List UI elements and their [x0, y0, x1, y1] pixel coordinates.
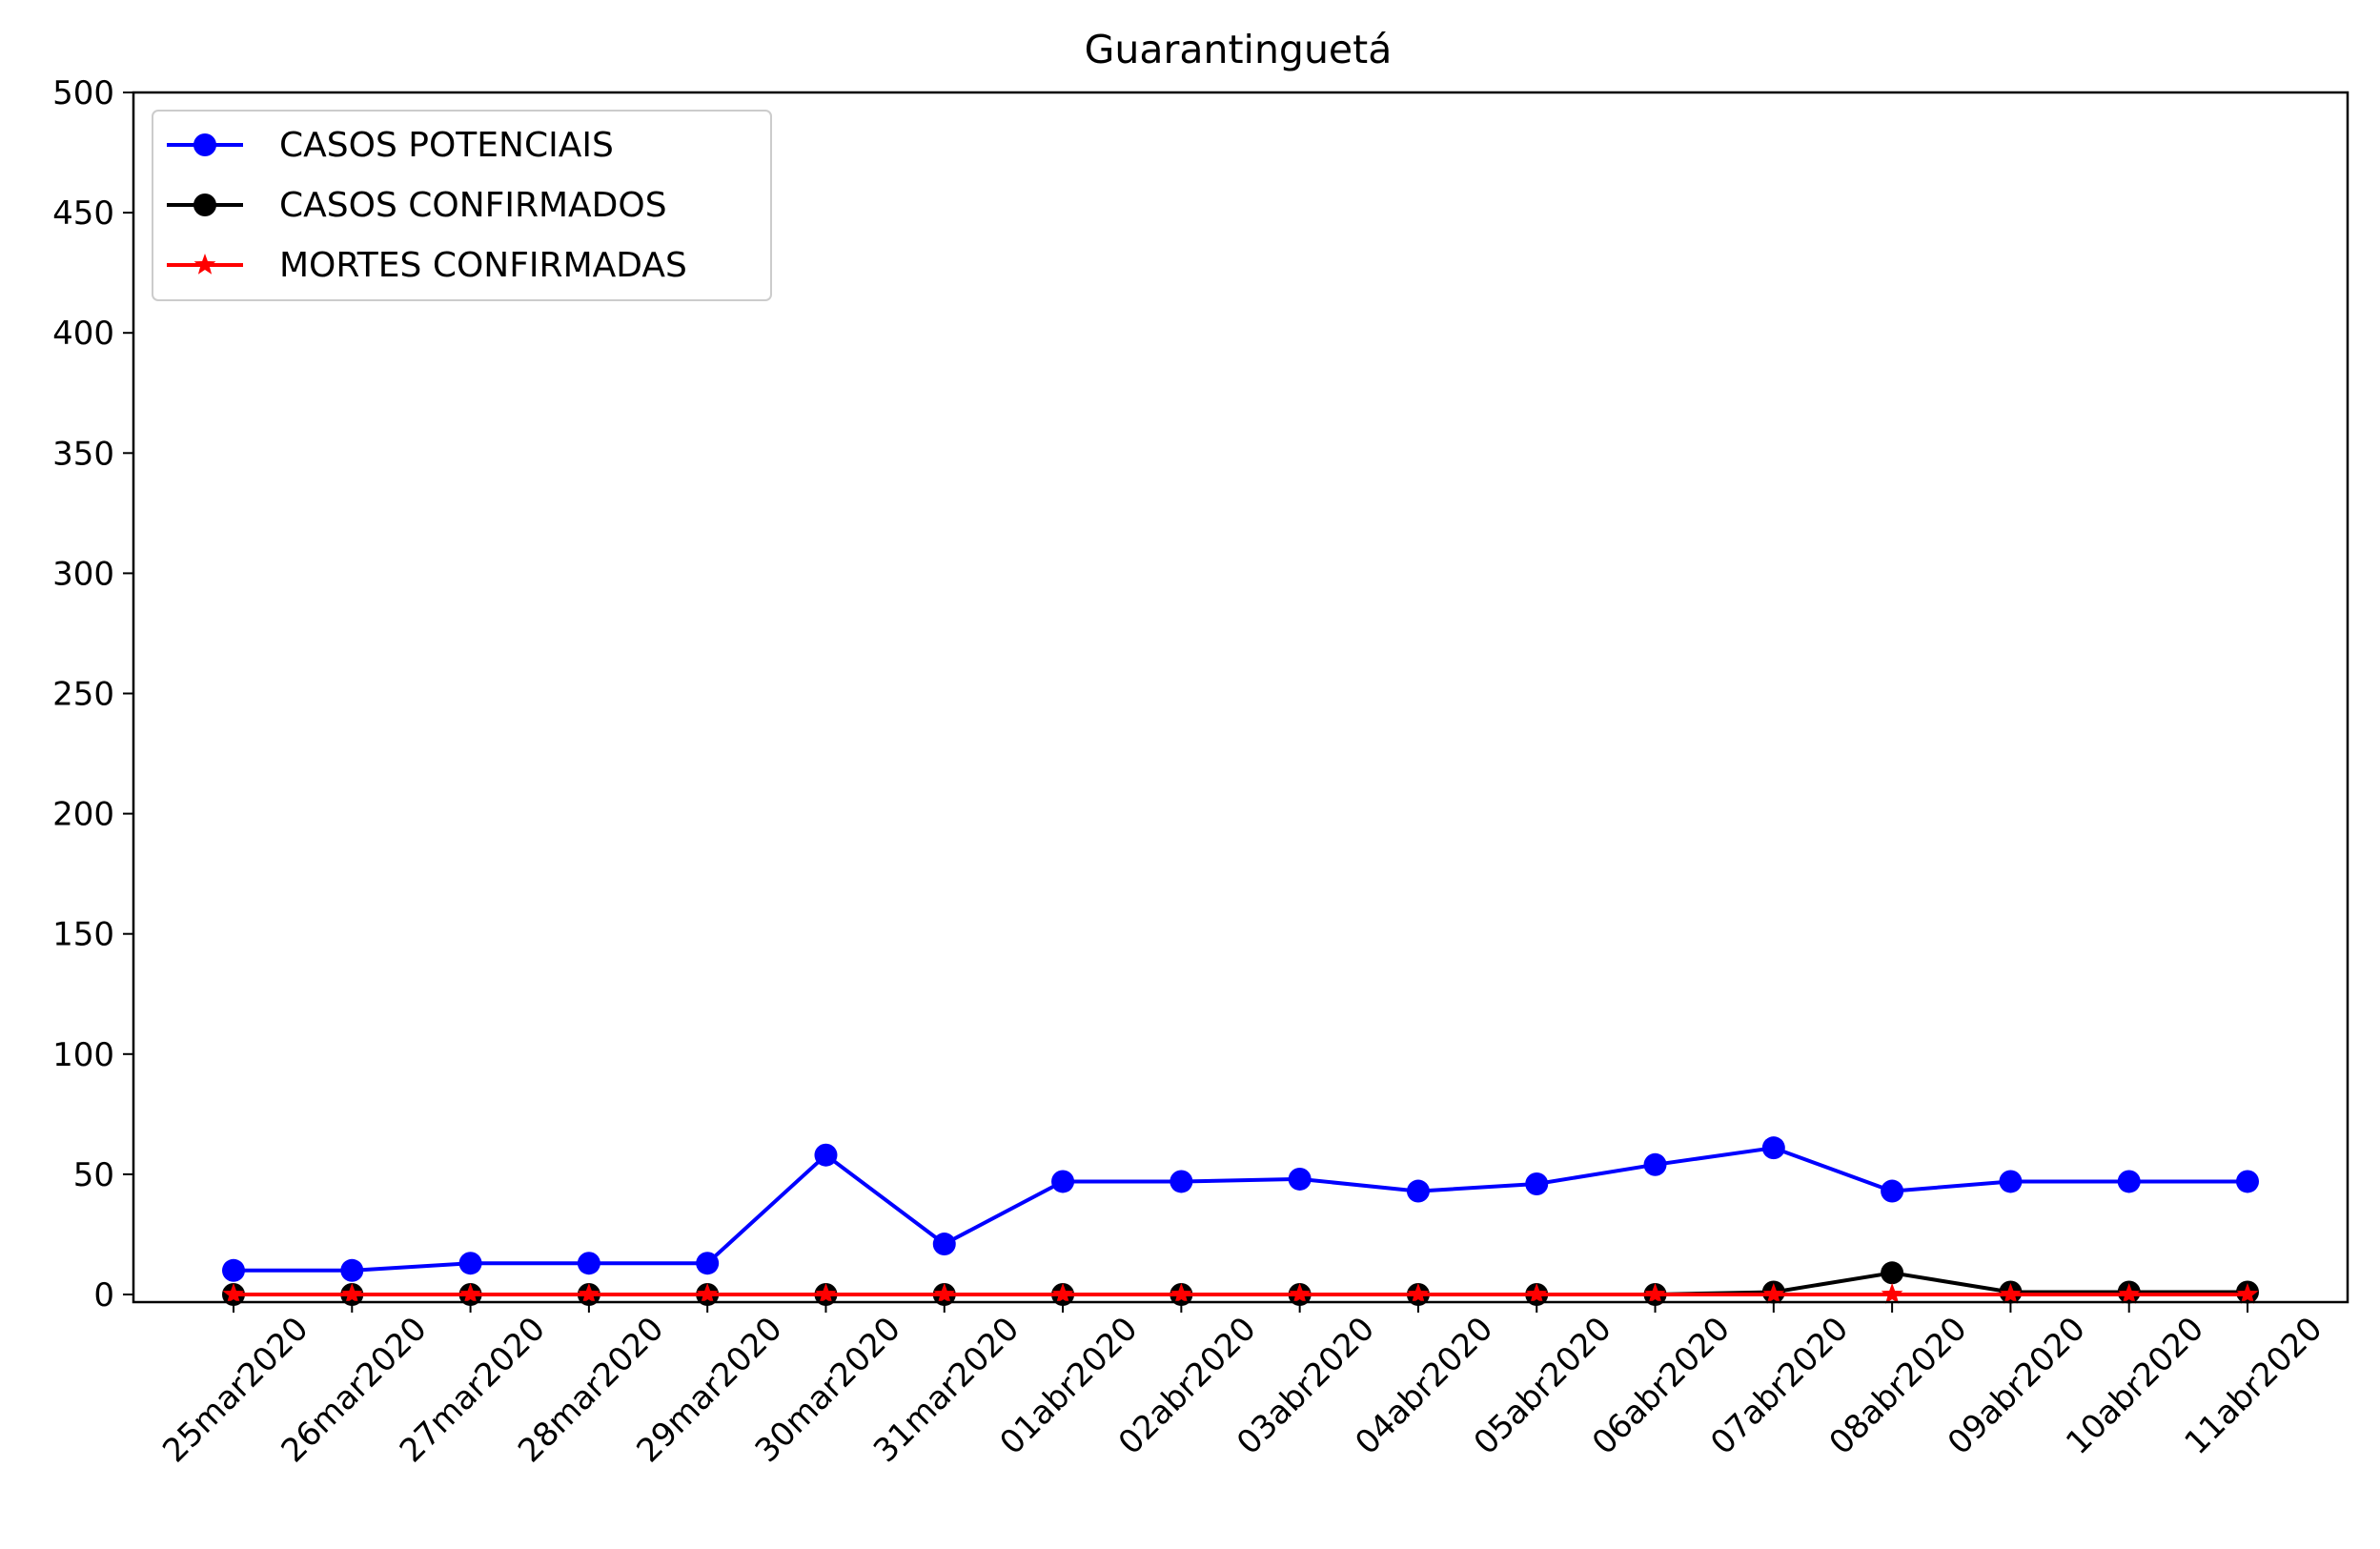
data-point — [2000, 1283, 2022, 1304]
data-point — [1170, 1283, 1192, 1304]
data-point — [815, 1283, 837, 1304]
data-point — [1051, 1283, 1074, 1304]
y-tick-label: 500 — [52, 74, 114, 112]
chart-title: Guarantinguetá — [1085, 27, 1393, 72]
y-tick-label: 400 — [52, 315, 114, 353]
data-point — [1999, 1170, 2023, 1193]
data-point — [1881, 1283, 1903, 1304]
series-layer — [222, 1136, 2259, 1306]
data-point — [1762, 1283, 1785, 1304]
data-point — [696, 1252, 720, 1275]
legend-label: MORTES CONFIRMADAS — [279, 246, 687, 285]
data-point — [2118, 1283, 2141, 1304]
legend-entry-0: CASOS POTENCIAIS — [167, 126, 614, 165]
data-point — [340, 1283, 363, 1304]
data-point — [1407, 1283, 1430, 1304]
y-tick-label: 300 — [52, 555, 114, 593]
y-tick-label: 100 — [52, 1036, 114, 1074]
data-point — [1525, 1172, 1549, 1195]
data-point — [932, 1233, 956, 1256]
data-point — [2236, 1170, 2259, 1193]
plot-frame — [132, 91, 2349, 1304]
data-point — [1289, 1283, 1312, 1304]
data-point — [1406, 1179, 1430, 1203]
data-point — [1170, 1170, 1193, 1193]
y-tick-label: 0 — [93, 1276, 114, 1315]
data-point — [1881, 1261, 1904, 1285]
y-tick-label: 200 — [52, 796, 114, 834]
data-point — [933, 1283, 956, 1304]
legend-marker — [193, 194, 216, 216]
data-point — [1051, 1170, 1075, 1193]
series-line — [234, 1146, 2248, 1273]
data-point — [696, 1283, 719, 1304]
legend-marker — [193, 254, 216, 275]
data-point — [577, 1252, 600, 1275]
data-point — [340, 1258, 364, 1282]
data-point — [578, 1283, 600, 1304]
legend-label: CASOS CONFIRMADOS — [279, 186, 667, 225]
y-tick-label: 350 — [52, 435, 114, 473]
legend: CASOS POTENCIAIS CASOS CONFIRMADOS MORTES … — [152, 110, 772, 301]
legend-entry-2: MORTES CONFIRMADAS — [167, 246, 687, 285]
data-point — [458, 1252, 482, 1275]
data-point — [2236, 1283, 2259, 1304]
data-point — [222, 1258, 245, 1282]
data-point — [1643, 1152, 1667, 1176]
data-point — [222, 1283, 245, 1304]
data-point — [1881, 1179, 1904, 1203]
y-tick-label: 450 — [52, 194, 114, 233]
data-point — [1761, 1136, 1785, 1160]
legend-box — [152, 110, 772, 301]
data-point — [2117, 1170, 2141, 1193]
y-tick-label: 250 — [52, 676, 114, 714]
series-0 — [222, 1136, 2259, 1282]
legend-label: CASOS POTENCIAIS — [279, 126, 614, 165]
legend-entry-1: CASOS CONFIRMADOS — [167, 186, 667, 225]
data-point — [1644, 1283, 1666, 1304]
data-point — [459, 1283, 481, 1304]
data-point — [1288, 1167, 1312, 1191]
y-tick-label: 50 — [73, 1156, 114, 1194]
series-2 — [222, 1283, 2259, 1304]
data-point — [1525, 1283, 1548, 1304]
y-tick-label: 150 — [52, 916, 114, 954]
legend-marker — [193, 133, 216, 156]
data-point — [814, 1143, 838, 1167]
